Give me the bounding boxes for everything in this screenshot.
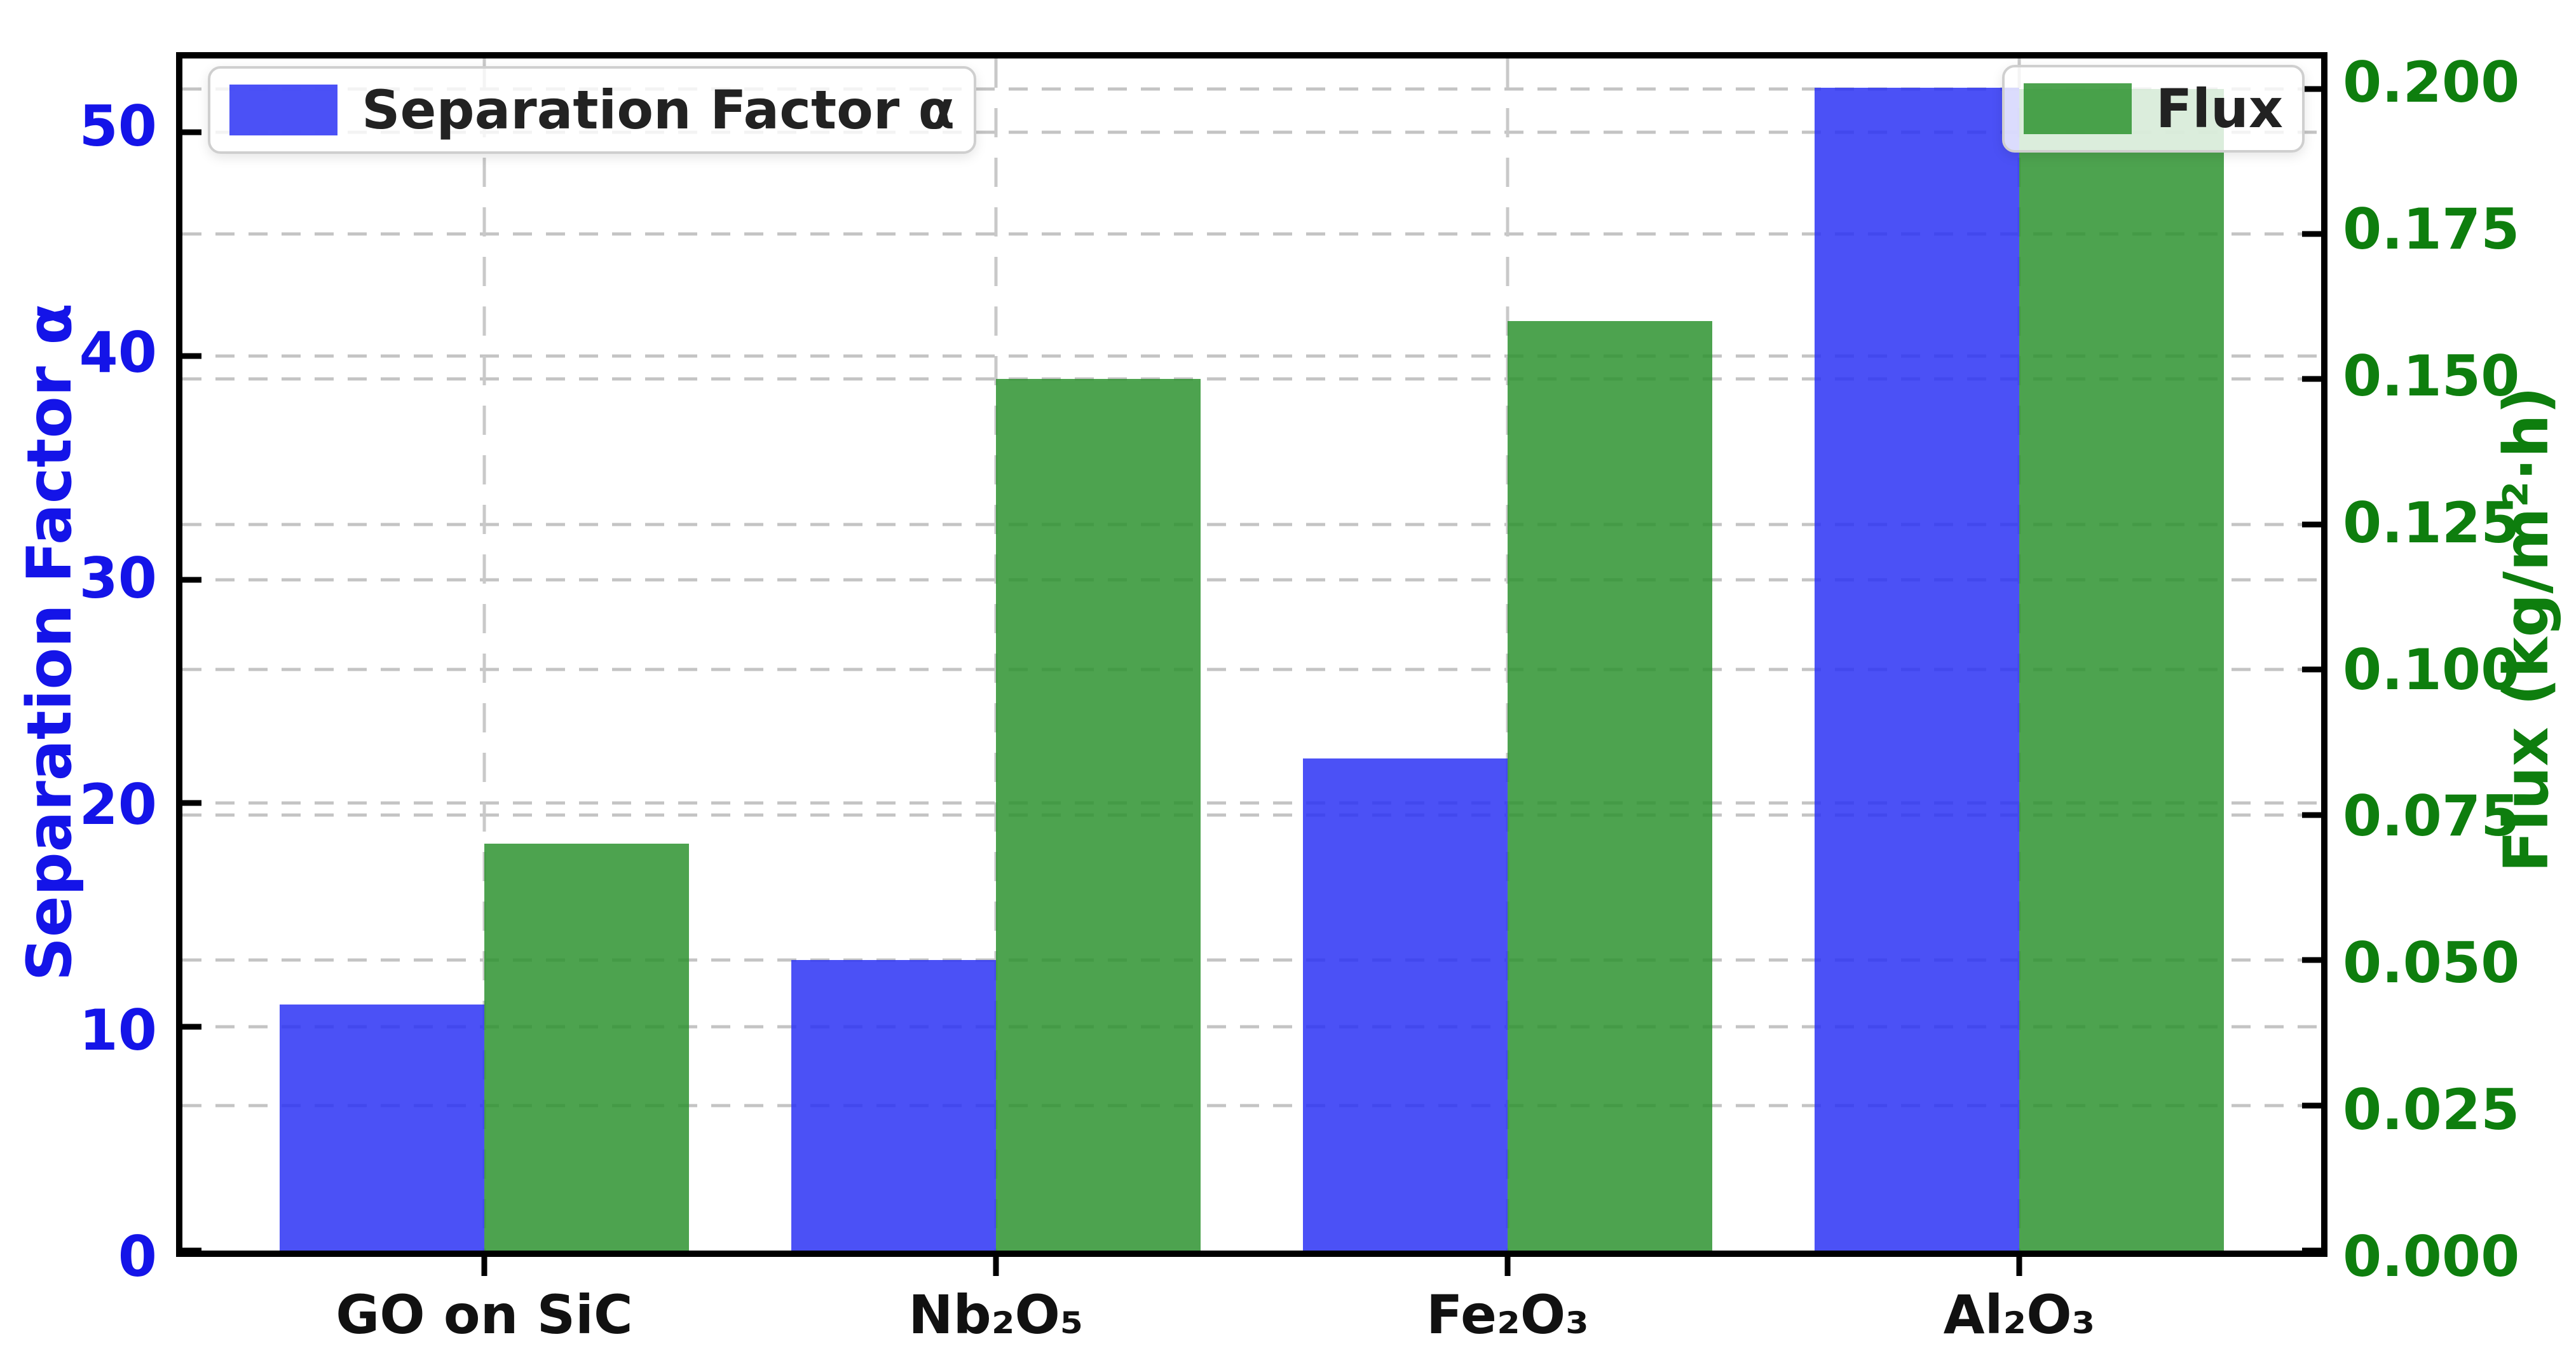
left-y-tick-label: 40: [79, 319, 157, 385]
right-y-tick-mark: [2302, 957, 2321, 963]
bar-flux: [2019, 88, 2225, 1251]
right-y-tick-label: 0.025: [2343, 1077, 2520, 1143]
left-y-tick-label: 0: [118, 1224, 157, 1289]
right-y-tick-label: 0.075: [2343, 783, 2520, 849]
right-y-tick-mark: [2302, 521, 2321, 528]
right-y-tick-mark: [2302, 86, 2321, 92]
left-y-tick-label: 50: [79, 93, 157, 160]
bar-separation-factor: [1303, 758, 1508, 1251]
left-y-tick-label: 30: [79, 545, 157, 612]
gridline-left-40: [182, 354, 2321, 358]
gridline-left-10: [182, 1025, 2321, 1029]
legend-flux: Flux: [2001, 65, 2305, 153]
x-tick-mark: [993, 1257, 999, 1276]
gridline-left-30: [182, 578, 2321, 582]
gridline-right-0.05: [182, 958, 2321, 962]
right-y-tick-mark: [2302, 812, 2321, 818]
legend-label-separation-factor: Separation Factor α: [362, 79, 955, 141]
bar-flux: [484, 844, 689, 1251]
gridline-right-0.075: [182, 813, 2321, 817]
right-y-tick-mark: [2302, 1247, 2321, 1254]
legend-swatch-flux: [2023, 83, 2132, 134]
x-tick-label: GO on SiC: [336, 1284, 633, 1346]
right-y-tick-label: 0.050: [2343, 930, 2520, 996]
left-axis-tick-labels: 0 10 20 30 40 50: [0, 52, 162, 1285]
gridline-right-0.125: [182, 523, 2321, 526]
legend-label-flux: Flux: [2155, 78, 2283, 140]
right-y-tick-mark: [2302, 1102, 2321, 1109]
left-y-tick-mark: [182, 353, 201, 359]
plot-area: Separation Factor α Flux GO on SiC Nb₂O₅ F…: [176, 52, 2327, 1346]
right-y-tick-label: 0.125: [2343, 490, 2520, 556]
x-tick-label: Al₂O₃: [1943, 1284, 2096, 1346]
right-y-tick-label: 0.175: [2343, 196, 2520, 262]
gridline-right-0.15: [182, 377, 2321, 381]
right-y-tick-label: 0.100: [2343, 636, 2520, 703]
bar-separation-factor: [791, 959, 996, 1251]
right-y-tick-mark: [2302, 666, 2321, 673]
bar-separation-factor: [279, 1005, 484, 1251]
right-y-tick-mark: [2302, 376, 2321, 382]
gridline-right-0.1: [182, 668, 2321, 671]
right-axis-tick-labels: 0.000 0.025 0.050 0.075 0.100 0.125 0.150 0.175…: [2339, 50, 2576, 1285]
x-tick-label: Nb₂O₅: [908, 1284, 1084, 1346]
left-y-tick-mark: [182, 1247, 201, 1254]
gridline-left-20: [182, 801, 2321, 805]
bar-flux: [1508, 321, 1712, 1251]
left-y-tick-mark: [182, 129, 201, 135]
gridline-right-0.175: [182, 232, 2321, 236]
gridline-category-0: [482, 58, 486, 1251]
right-y-tick-label: 0.150: [2343, 343, 2520, 409]
left-y-tick-mark: [182, 577, 201, 583]
x-tick-mark: [2016, 1257, 2022, 1276]
bar-separation-factor: [1815, 87, 2020, 1251]
right-y-tick-label: 0.000: [2343, 1224, 2520, 1289]
left-y-tick-label: 10: [79, 998, 157, 1064]
gridline-left-50: [182, 130, 2321, 134]
legend-swatch-separation-factor: [229, 85, 337, 135]
right-y-tick-label: 0.200: [2343, 50, 2520, 116]
x-tick-mark: [1504, 1257, 1511, 1276]
left-y-tick-mark: [182, 1024, 201, 1030]
right-y-tick-mark: [2302, 231, 2321, 237]
legend-separation-factor: Separation Factor α: [208, 66, 977, 154]
gridline-right-0.2: [182, 87, 2321, 91]
gridline-right-0.025: [182, 1104, 2321, 1108]
left-y-tick-label: 20: [79, 771, 157, 837]
left-y-tick-mark: [182, 800, 201, 806]
x-tick-label: Fe₂O₃: [1426, 1284, 1589, 1346]
bar-flux: [995, 379, 1201, 1251]
x-tick-mark: [481, 1257, 487, 1276]
